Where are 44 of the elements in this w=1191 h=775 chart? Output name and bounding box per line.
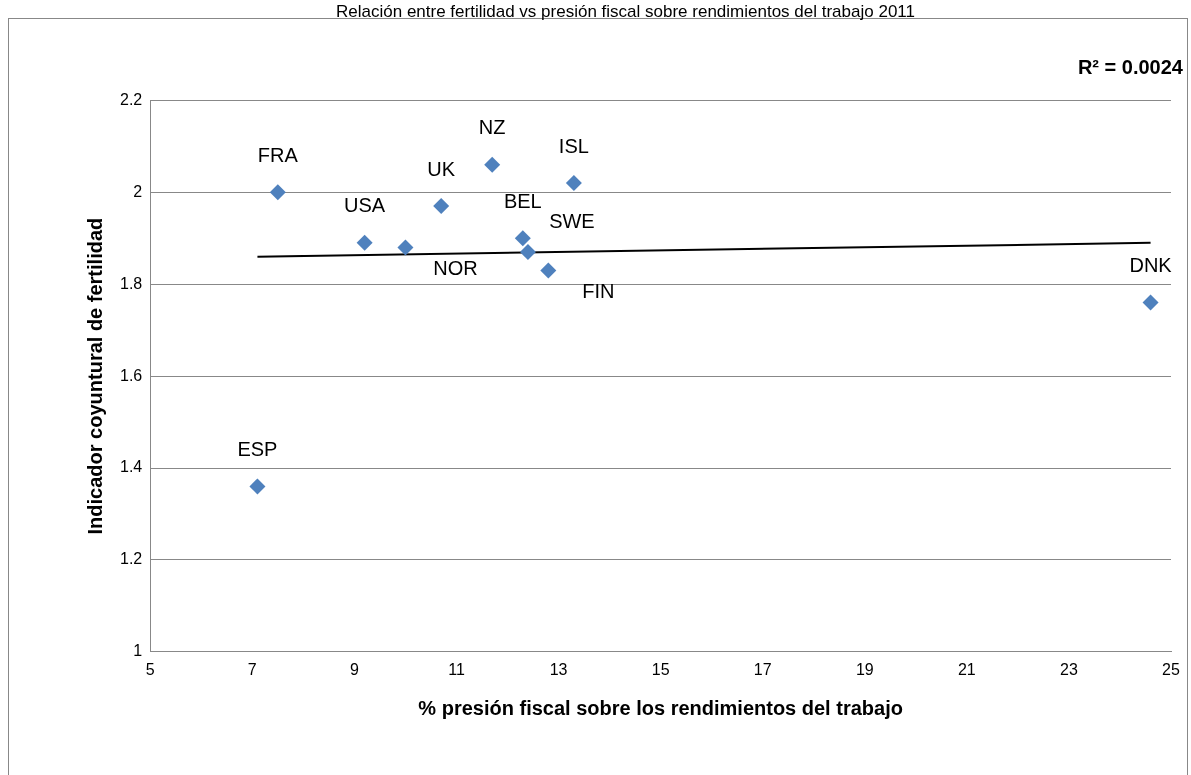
y-tick-label: 1 (133, 642, 143, 660)
y-tick-label: 1.4 (119, 458, 143, 476)
point (397, 239, 414, 256)
y-tick-label: 2.2 (119, 90, 143, 108)
point (540, 262, 557, 279)
data-label: DNK (1129, 254, 1173, 277)
x-tick-label: 23 (1060, 660, 1078, 678)
x-axis-title: % presión fiscal sobre los rendimientos del trabajo (418, 696, 903, 719)
point (565, 175, 582, 192)
data-label: FIN (582, 279, 615, 302)
y-tick-label: 2 (133, 182, 143, 200)
data-label: ISL (558, 134, 589, 157)
chart-title: Relación entre fertilidad vs presión fiscal sobre rendimientos del trabajo 2011 (336, 1, 915, 21)
x-tick-label: 5 (145, 660, 155, 678)
point (356, 234, 373, 251)
x-tick-label: 9 (349, 660, 359, 678)
point (484, 156, 501, 173)
point (1142, 294, 1159, 311)
data-label: SWE (549, 209, 595, 232)
x-tick-label: 19 (855, 660, 874, 678)
data-label: USA (344, 194, 386, 217)
x-tick-label: 25 (1162, 660, 1180, 678)
x-tick-label: 11 (448, 660, 465, 678)
y-tick-label: 1.2 (119, 550, 143, 568)
x-tick-label: 15 (651, 660, 670, 678)
data-label: BEL (503, 189, 542, 212)
data-label: FRA (257, 143, 299, 166)
point (433, 198, 450, 215)
y-tick-label: 1.6 (119, 366, 143, 384)
text: R² = 0.0024 (1077, 56, 1183, 79)
point (249, 478, 266, 495)
x-tick-label: 17 (753, 660, 772, 678)
x-tick-label: 13 (549, 660, 568, 678)
point (269, 184, 286, 201)
data-label: NZ (478, 116, 506, 139)
data-label: NOR (433, 256, 478, 279)
y-tick-label: 1.8 (119, 274, 143, 292)
x-tick-label: 21 (957, 660, 976, 678)
point (519, 244, 536, 261)
data-label: UK (427, 157, 456, 180)
y-axis-title: Indicador coyuntural de fertilidad (83, 217, 106, 535)
point (514, 230, 531, 247)
data-label: ESP (237, 437, 278, 460)
x-tick-label: 7 (247, 660, 257, 678)
